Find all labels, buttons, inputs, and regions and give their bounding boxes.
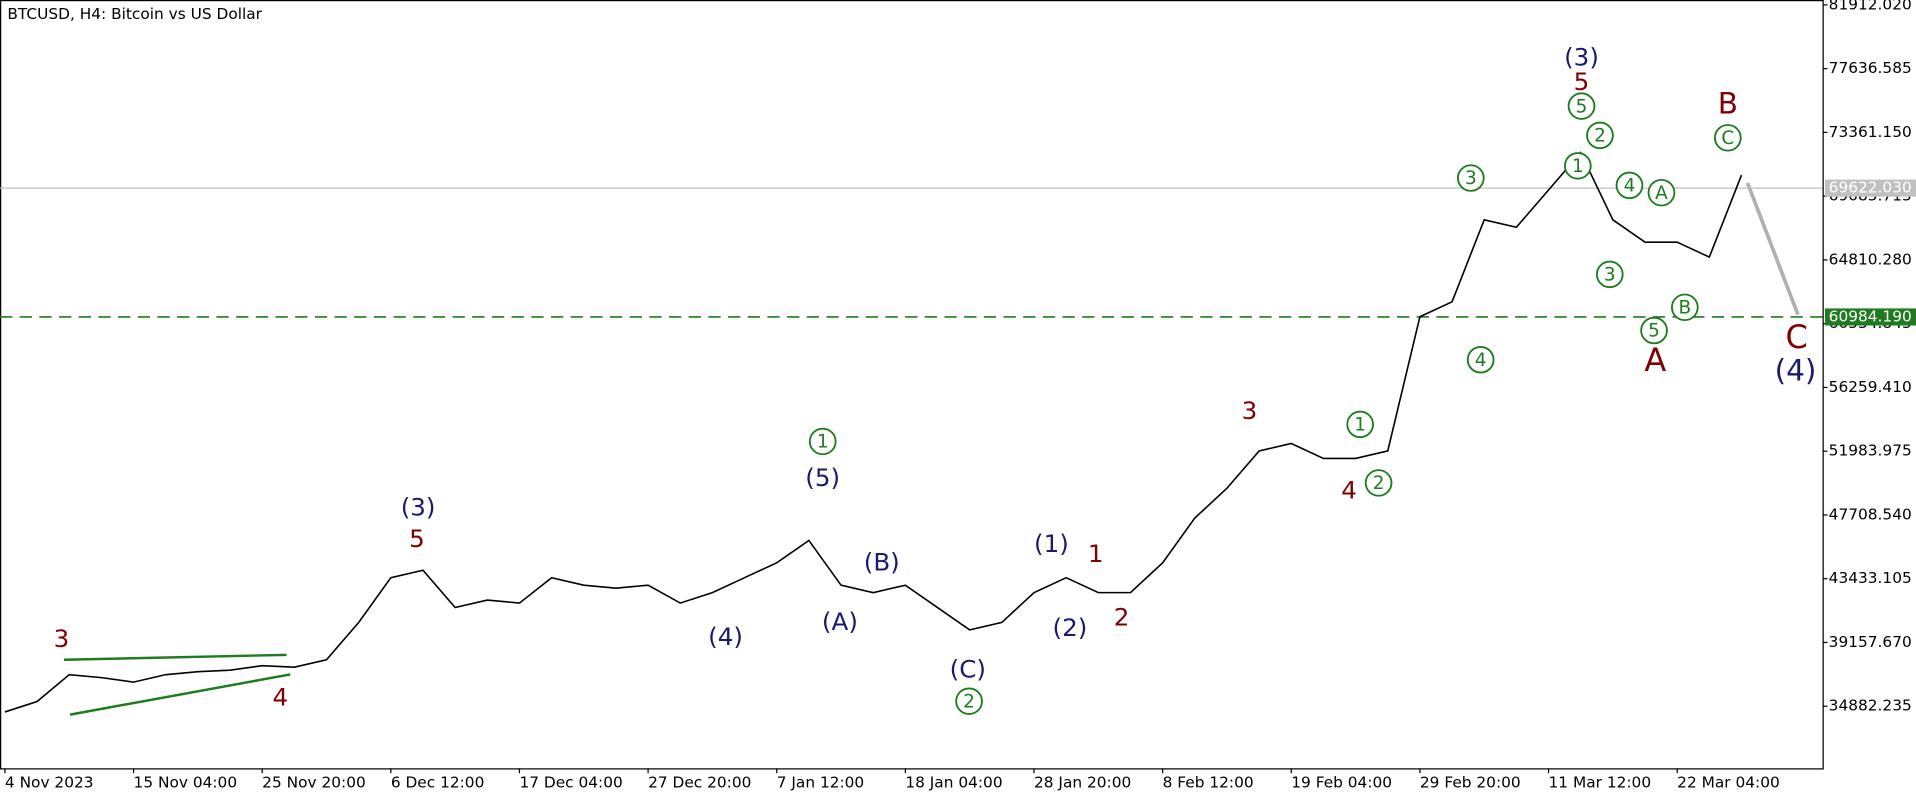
wave-label: 4 bbox=[273, 683, 289, 712]
plot-frame bbox=[0, 0, 1824, 770]
y-tick-label: 34882.235 bbox=[1829, 697, 1912, 715]
wave-label: 4 bbox=[1624, 176, 1636, 197]
wave-label: 4 bbox=[1475, 350, 1487, 371]
x-tick-label: 18 Jan 04:00 bbox=[905, 773, 1002, 791]
x-tick-label: 6 Dec 12:00 bbox=[391, 773, 485, 791]
wave-circle bbox=[1595, 260, 1624, 289]
wave-label: 2 bbox=[1594, 126, 1606, 147]
wave-label: 3 bbox=[54, 624, 70, 653]
wave-circle bbox=[1466, 346, 1495, 374]
wave-circle bbox=[1456, 164, 1485, 192]
wave-circle bbox=[1615, 171, 1644, 200]
wave-label: 2 bbox=[1373, 473, 1385, 494]
wave-label: 5 bbox=[1574, 67, 1590, 96]
wave-label: 1 bbox=[1088, 539, 1104, 568]
wave-circle bbox=[1670, 293, 1699, 322]
y-tick-label: 39157.670 bbox=[1829, 633, 1912, 651]
price-label-box bbox=[1824, 179, 1916, 197]
y-tick-label: 56259.410 bbox=[1829, 378, 1912, 396]
projection-line bbox=[1745, 182, 1800, 316]
wave-circle bbox=[1714, 124, 1742, 152]
wave-label: 2 bbox=[963, 691, 975, 712]
wave-circle bbox=[1346, 410, 1374, 439]
wave-circle bbox=[1364, 469, 1393, 497]
x-tick-label: 8 Feb 12:00 bbox=[1163, 773, 1254, 791]
wave-circle bbox=[955, 687, 983, 715]
y-tick-label: 77636.585 bbox=[1829, 59, 1912, 77]
wave-label: 5 bbox=[1576, 96, 1588, 117]
x-tick-label: 17 Dec 04:00 bbox=[519, 773, 622, 791]
wave-label: C bbox=[1786, 318, 1808, 356]
wave-label: (4) bbox=[708, 622, 743, 651]
wave-label: (5) bbox=[805, 463, 840, 492]
x-tick-label: 11 Mar 12:00 bbox=[1549, 773, 1652, 791]
wave-label: 2 bbox=[1114, 602, 1130, 631]
wave-label: 3 bbox=[1242, 396, 1258, 425]
wave-label: 5 bbox=[409, 524, 425, 553]
wave-label: (A) bbox=[822, 607, 858, 636]
wave-circle bbox=[1640, 316, 1668, 345]
price-label: 60984.190 bbox=[1829, 308, 1912, 326]
price-label-box bbox=[1824, 308, 1916, 326]
y-tick-label: 64810.280 bbox=[1829, 250, 1912, 268]
x-tick-label: 29 Feb 20:00 bbox=[1420, 773, 1521, 791]
wave-label: 1 bbox=[1354, 415, 1366, 436]
y-tick-label: 73361.150 bbox=[1829, 123, 1912, 141]
wave-label: (C) bbox=[950, 655, 986, 684]
wave-label: B bbox=[1718, 86, 1738, 120]
wave-label: A bbox=[1644, 341, 1666, 379]
wave-label: (B) bbox=[864, 547, 900, 576]
wave-circle bbox=[808, 427, 837, 456]
wedge-line bbox=[63, 653, 287, 661]
wave-label: 4 bbox=[1341, 476, 1357, 505]
wave-label: (4) bbox=[1775, 354, 1817, 388]
x-tick-label: 22 Mar 04:00 bbox=[1677, 773, 1780, 791]
wave-label: (1) bbox=[1034, 529, 1069, 558]
wave-circle bbox=[1586, 121, 1614, 150]
x-tick-label: 7 Jan 12:00 bbox=[777, 773, 864, 791]
x-tick-label: 27 Dec 20:00 bbox=[648, 773, 751, 791]
price-label: 69622.030 bbox=[1829, 179, 1912, 197]
y-tick-label: 51983.975 bbox=[1829, 442, 1912, 460]
wave-label: C bbox=[1721, 128, 1734, 149]
x-tick-label: 19 Feb 04:00 bbox=[1291, 773, 1392, 791]
wave-label: (3) bbox=[1564, 43, 1599, 72]
y-tick-label: 43433.105 bbox=[1829, 569, 1912, 587]
wave-label: (2) bbox=[1052, 613, 1087, 642]
x-tick-label: 25 Nov 20:00 bbox=[262, 773, 366, 791]
price-line-series bbox=[4, 151, 1743, 713]
wave-label: 3 bbox=[1465, 168, 1477, 189]
wedge-line bbox=[69, 673, 291, 716]
x-tick-label: 15 Nov 04:00 bbox=[134, 773, 238, 791]
wave-circle bbox=[1567, 92, 1596, 120]
wave-circle bbox=[1563, 152, 1592, 180]
wave-circle bbox=[1647, 178, 1676, 207]
x-tick-label: 28 Jan 20:00 bbox=[1034, 773, 1131, 791]
x-tick-label: 4 Nov 2023 bbox=[5, 773, 94, 791]
wave-label: 1 bbox=[1572, 156, 1584, 177]
wave-label: (3) bbox=[401, 493, 436, 522]
wave-label: 5 bbox=[1648, 321, 1660, 342]
chart-title: BTCUSD, H4: Bitcoin vs US Dollar bbox=[7, 5, 262, 23]
y-tick-label: 47708.540 bbox=[1829, 505, 1912, 523]
wave-label: 3 bbox=[1604, 265, 1616, 286]
wave-label: 1 bbox=[817, 432, 829, 453]
y-tick-label: 81912.020 bbox=[1829, 0, 1912, 13]
wave-label: A bbox=[1655, 183, 1668, 204]
wave-label: B bbox=[1678, 298, 1691, 319]
